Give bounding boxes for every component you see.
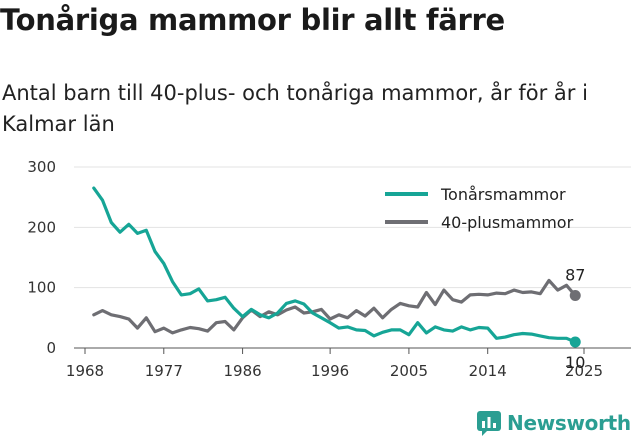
x-tick-label: 1996: [311, 362, 349, 380]
x-tick-label: 2014: [469, 362, 507, 380]
x-axis-ticks: 1968 1977 1986 1996 2005 2014 2025: [66, 348, 603, 380]
y-tick-label: 100: [27, 279, 56, 297]
x-tick-label: 2005: [390, 362, 428, 380]
legend-label: Tonårsmammor: [440, 185, 566, 204]
newsworthy-icon: [477, 411, 501, 436]
gridlines: [74, 166, 631, 349]
end-label-tonarsmammor: 10: [565, 353, 585, 372]
chart-subtitle: Antal barn till 40-plus- och tonåriga ma…: [2, 81, 588, 136]
y-tick-label: 0: [46, 339, 56, 357]
series-lines: [92, 186, 577, 344]
y-tick-label: 300: [27, 158, 56, 176]
brand-name: Newsworthy: [507, 411, 631, 435]
y-tick-label: 200: [27, 218, 56, 236]
x-tick-label: 1977: [145, 362, 183, 380]
legend-label: 40-plusmammor: [441, 213, 574, 232]
series-line-tonarsmammor: [92, 186, 577, 344]
end-label-40-plusmammor: 87: [565, 266, 585, 285]
newsworthy-logo: Newsworthy: [476, 408, 631, 438]
end-dot-tonarsmammor: [569, 336, 581, 348]
series-line-40-plusmammor: [92, 278, 577, 335]
x-tick-label: 2025: [565, 362, 603, 380]
y-axis-ticks: 0 100 200 300: [27, 158, 56, 357]
end-dot-40-plusmammor: [569, 290, 581, 302]
x-tick-label: 1968: [66, 362, 104, 380]
x-tick-label: 1986: [223, 362, 261, 380]
legend: Tonårsmammor 40-plusmammor: [385, 185, 574, 232]
chart-title: Tonåriga mammor blir allt färre: [0, 3, 505, 37]
end-labels: 87 10: [565, 266, 585, 372]
